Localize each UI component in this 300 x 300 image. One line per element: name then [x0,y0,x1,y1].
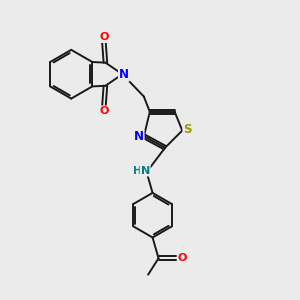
Text: S: S [183,123,192,136]
Text: N: N [140,166,150,176]
Text: O: O [99,32,109,42]
Text: H: H [133,166,142,176]
Text: O: O [178,253,187,263]
Text: N: N [119,68,129,81]
Text: N: N [134,130,144,143]
Text: O: O [99,106,109,116]
